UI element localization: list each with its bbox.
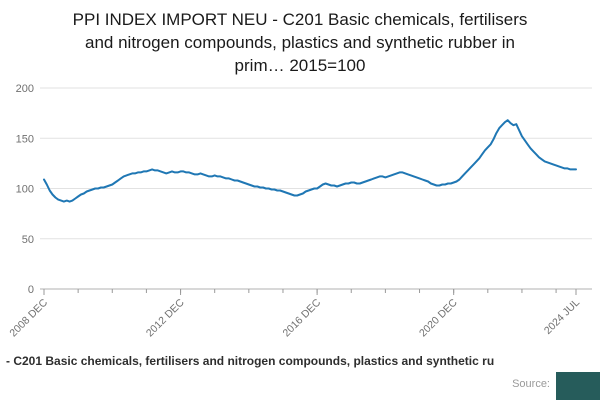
y-tick-label: 100 (16, 184, 34, 196)
x-axis-labels: 2008 DEC 2012 DEC 2016 DEC 2020 DEC 2024 JUL (7, 296, 582, 339)
x-tick-label: 2012 DEC (144, 296, 187, 339)
chart-title: PPI INDEX IMPORT NEU - C201 Basic chemic… (0, 8, 600, 77)
chart-title-line-3: prim… 2015=100 (234, 56, 366, 75)
series-line (43, 119, 577, 203)
line-chart: 0 50 100 150 200 2008 DEC 2012 DEC 2016 DEC 2020… (7, 83, 592, 339)
x-tick-label: 2020 DEC (417, 296, 460, 339)
chart-title-line-2: and nitrogen compounds, plastics and syn… (85, 33, 515, 52)
y-tick-label: 50 (22, 234, 34, 246)
y-tick-label: 0 (28, 284, 34, 296)
legend: - C201 Basic chemicals, fertilisers and … (6, 354, 600, 368)
legend-series-label: - C201 Basic chemicals, fertilisers and … (6, 354, 495, 368)
chart-title-line-1: PPI INDEX IMPORT NEU - C201 Basic chemic… (72, 10, 528, 29)
y-tick-label: 200 (16, 83, 34, 95)
x-axis-ticks (43, 289, 577, 295)
x-tick-label: 2008 DEC (7, 296, 50, 339)
y-tick-label: 150 (16, 133, 34, 145)
x-tick-label: 2024 JUL (542, 297, 582, 337)
x-tick-label: 2016 DEC (280, 296, 323, 339)
source-label: Source: (512, 378, 550, 390)
y-axis-labels: 0 50 100 150 200 (16, 83, 34, 296)
ons-logo (556, 372, 600, 400)
